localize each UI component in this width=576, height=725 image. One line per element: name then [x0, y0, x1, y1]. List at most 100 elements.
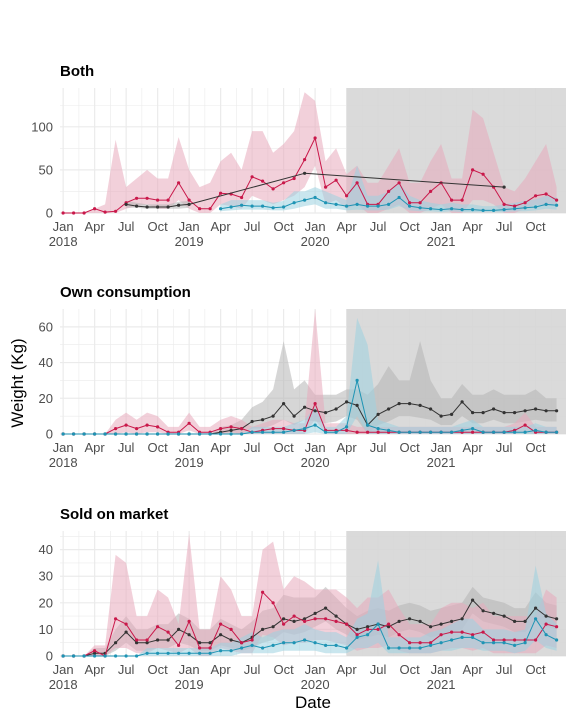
data-point-blue: [534, 205, 538, 209]
data-point-blue: [555, 638, 559, 642]
data-point-blue: [229, 432, 233, 436]
data-point-red: [219, 427, 223, 431]
data-point-black: [177, 203, 181, 207]
data-point-red: [145, 196, 149, 200]
x-tick-label: Jul: [244, 219, 261, 234]
data-point-blue: [177, 651, 181, 655]
data-point-blue: [250, 204, 254, 208]
data-point-blue: [292, 201, 296, 205]
data-point-blue: [408, 204, 412, 208]
data-point-black: [177, 627, 181, 632]
y-tick-label: 0: [46, 206, 53, 221]
x-tick-label: Oct: [525, 440, 546, 455]
data-point-red: [334, 619, 338, 624]
x-tick-label: Apr: [211, 219, 232, 234]
data-point-red: [198, 646, 202, 650]
x-tick-label: Jul: [496, 219, 513, 234]
data-point-blue: [156, 432, 160, 436]
data-point-red: [534, 638, 538, 642]
data-point-blue: [502, 641, 506, 645]
data-point-blue: [271, 206, 275, 210]
data-point-blue: [513, 430, 517, 434]
data-point-blue: [135, 432, 139, 436]
x-tick-label: Jul: [370, 219, 387, 234]
data-point-blue: [429, 430, 433, 434]
data-point-blue: [376, 427, 380, 431]
data-point-red: [366, 430, 370, 434]
data-point-black: [292, 619, 296, 624]
data-point-black: [135, 204, 139, 208]
data-point-black: [124, 630, 128, 634]
y-tick-label: 20: [39, 391, 53, 406]
data-point-blue: [282, 205, 286, 209]
data-point-red: [355, 430, 359, 434]
data-point-blue: [282, 641, 286, 645]
data-point-blue: [523, 206, 527, 210]
data-point-blue: [492, 641, 496, 645]
data-point-blue: [334, 643, 338, 648]
data-point-black: [481, 411, 485, 415]
x-tick-label: Oct: [273, 662, 294, 677]
confidence-band-red: [63, 533, 557, 656]
data-point-red: [355, 633, 359, 637]
data-point-black: [408, 402, 412, 406]
data-point-blue: [429, 207, 433, 211]
y-tick-label: 10: [39, 622, 53, 637]
x-tick-year-label: 2020: [301, 234, 330, 249]
data-point-black: [387, 625, 391, 629]
data-point-black: [334, 614, 338, 618]
x-tick-label: Jan: [179, 440, 200, 455]
data-point-blue: [355, 202, 359, 206]
data-point-red: [544, 622, 548, 626]
data-point-red: [229, 627, 233, 632]
data-point-blue: [313, 641, 317, 645]
x-axis-label: Date: [295, 693, 331, 712]
data-point-red: [387, 189, 391, 193]
data-point-blue: [534, 617, 538, 621]
data-point-red: [481, 172, 485, 176]
data-point-blue: [450, 638, 454, 642]
data-point-red: [408, 641, 412, 645]
y-axis-label: Weight (Kg): [8, 338, 27, 427]
x-tick-label: Jan: [431, 440, 452, 455]
data-point-black: [481, 609, 485, 613]
data-point-blue: [513, 643, 517, 648]
data-point-black: [93, 651, 97, 655]
data-point-black: [418, 619, 422, 624]
data-point-red: [187, 198, 191, 202]
data-point-red: [450, 630, 454, 634]
data-point-red: [219, 622, 223, 626]
data-point-blue: [313, 423, 317, 427]
data-point-blue: [481, 208, 485, 212]
data-point-blue: [82, 432, 86, 436]
x-tick-label: Oct: [399, 219, 420, 234]
data-point-blue: [124, 432, 128, 436]
data-point-black: [229, 638, 233, 642]
data-point-black: [124, 202, 128, 206]
data-point-red: [208, 207, 212, 211]
data-point-blue: [376, 204, 380, 208]
data-point-black: [166, 638, 170, 642]
data-point-red: [282, 181, 286, 185]
data-point-blue: [82, 654, 86, 658]
x-tick-year-label: 2019: [175, 677, 204, 692]
data-point-blue: [240, 432, 244, 436]
data-point-red: [124, 423, 128, 427]
data-point-black: [219, 633, 223, 637]
data-point-red: [555, 625, 559, 629]
data-point-blue: [271, 430, 275, 434]
x-tick-label: Apr: [85, 662, 106, 677]
data-point-black: [555, 617, 559, 621]
data-point-red: [513, 638, 517, 642]
x-tick-label: Apr: [336, 219, 357, 234]
data-point-black: [471, 598, 475, 602]
data-point-blue: [324, 430, 328, 434]
data-point-red: [114, 427, 118, 431]
confidence-band-red: [63, 309, 557, 434]
data-point-blue: [408, 430, 412, 434]
data-point-blue: [240, 646, 244, 650]
data-point-black: [271, 625, 275, 629]
data-point-blue: [313, 195, 317, 200]
data-point-blue: [135, 654, 139, 658]
data-point-blue: [114, 654, 118, 658]
